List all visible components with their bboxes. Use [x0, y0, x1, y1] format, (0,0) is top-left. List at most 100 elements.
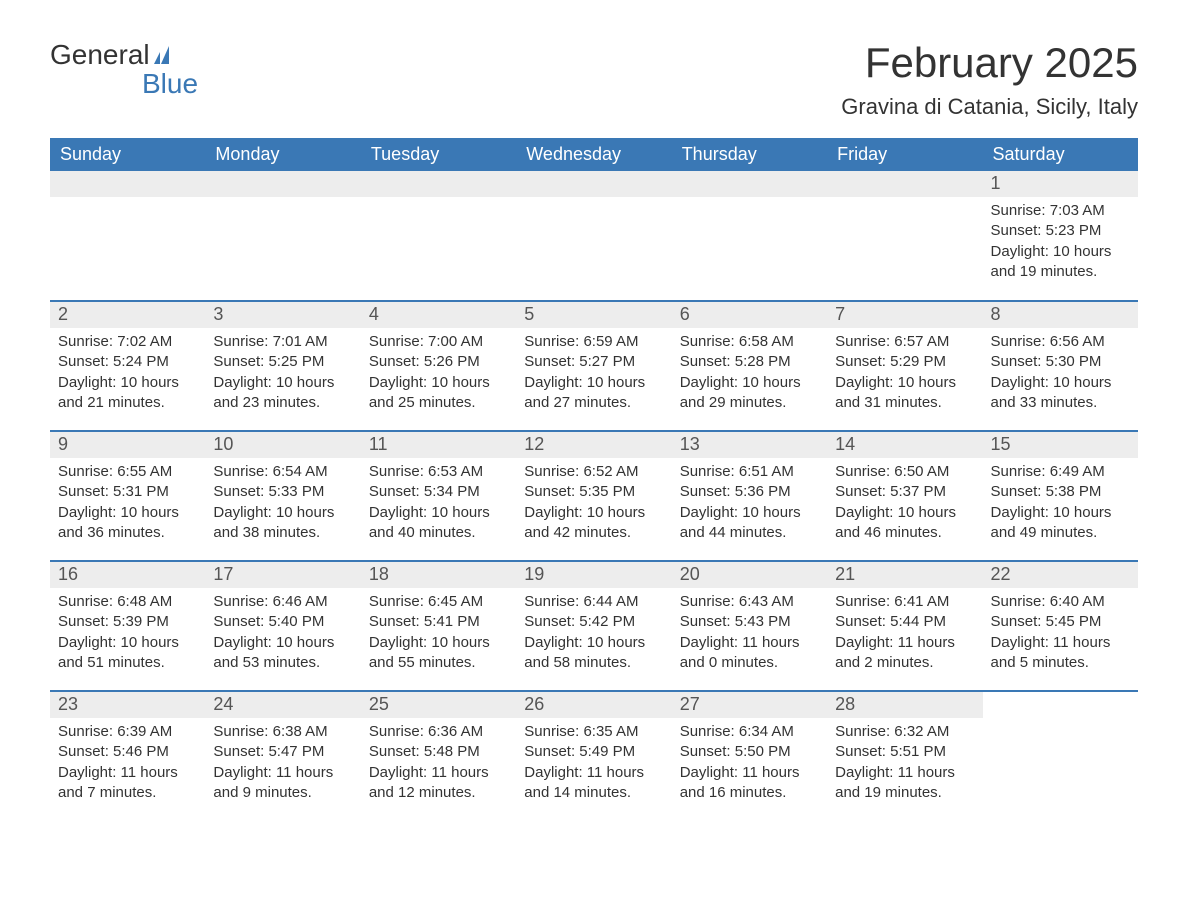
day-number: 8: [983, 302, 1138, 328]
daylight-line: Daylight: 10 hours and 53 minutes.: [213, 633, 352, 674]
sunset-line: Sunset: 5:44 PM: [835, 612, 974, 632]
daylight-line: Daylight: 10 hours and 58 minutes.: [524, 633, 663, 674]
sunrise-line: Sunrise: 6:54 AM: [213, 462, 352, 482]
day-number: 25: [361, 692, 516, 718]
sunrise-line: Sunrise: 6:45 AM: [369, 592, 508, 612]
header: General Blue February 2025 Gravina di Ca…: [50, 40, 1138, 120]
day-number: 17: [205, 562, 360, 588]
day-number: [672, 171, 827, 197]
calendar-week-row: 1 Sunrise: 7:03 AMSunset: 5:23 PMDaylight…: [50, 171, 1138, 301]
sunset-line: Sunset: 5:34 PM: [369, 482, 508, 502]
calendar-day-cell: 21Sunrise: 6:41 AMSunset: 5:44 PMDayligh…: [827, 561, 982, 691]
sunrise-line: Sunrise: 6:43 AM: [680, 592, 819, 612]
day-body: Sunrise: 6:56 AMSunset: 5:30 PMDaylight:…: [983, 328, 1138, 423]
calendar-day-cell: 10 Sunrise: 6:54 AMSunset: 5:33 PMDayligh…: [205, 431, 360, 561]
daylight-line: Daylight: 10 hours and 38 minutes.: [213, 503, 352, 544]
day-body: Sunrise: 6:51 AMSunset: 5:36 PMDaylight:…: [672, 458, 827, 553]
sunset-line: Sunset: 5:45 PM: [991, 612, 1130, 632]
day-number: 27: [672, 692, 827, 718]
location: Gravina di Catania, Sicily, Italy: [841, 94, 1138, 120]
calendar-day-cell: 25Sunrise: 6:36 AMSunset: 5:48 PMDayligh…: [361, 691, 516, 821]
calendar-day-cell: 19Sunrise: 6:44 AMSunset: 5:42 PMDayligh…: [516, 561, 671, 691]
daylight-line: Daylight: 10 hours and 29 minutes.: [680, 373, 819, 414]
sunset-line: Sunset: 5:36 PM: [680, 482, 819, 502]
daylight-line: Daylight: 11 hours and 5 minutes.: [991, 633, 1130, 674]
day-body: Sunrise: 7:01 AMSunset: 5:25 PMDaylight:…: [205, 328, 360, 423]
daylight-line: Daylight: 10 hours and 36 minutes.: [58, 503, 197, 544]
sunset-line: Sunset: 5:27 PM: [524, 352, 663, 372]
brand-word-1: General: [50, 40, 150, 69]
daylight-line: Daylight: 10 hours and 42 minutes.: [524, 503, 663, 544]
weekday-header: Saturday: [983, 138, 1138, 171]
daylight-line: Daylight: 10 hours and 55 minutes.: [369, 633, 508, 674]
daylight-line: Daylight: 10 hours and 19 minutes.: [991, 242, 1130, 283]
sunrise-line: Sunrise: 6:59 AM: [524, 332, 663, 352]
day-number: 10: [205, 432, 360, 458]
day-body: Sunrise: 7:02 AMSunset: 5:24 PMDaylight:…: [50, 328, 205, 423]
daylight-line: Daylight: 11 hours and 0 minutes.: [680, 633, 819, 674]
sunrise-line: Sunrise: 6:57 AM: [835, 332, 974, 352]
calendar-day-cell: 13Sunrise: 6:51 AMSunset: 5:36 PMDayligh…: [672, 431, 827, 561]
brand-flags-icon: [154, 46, 169, 64]
daylight-line: Daylight: 10 hours and 23 minutes.: [213, 373, 352, 414]
sunrise-line: Sunrise: 6:58 AM: [680, 332, 819, 352]
sunrise-line: Sunrise: 7:02 AM: [58, 332, 197, 352]
calendar-day-cell: 1 Sunrise: 7:03 AMSunset: 5:23 PMDaylight…: [983, 171, 1138, 301]
sunset-line: Sunset: 5:40 PM: [213, 612, 352, 632]
calendar-day-cell: 8Sunrise: 6:56 AMSunset: 5:30 PMDaylight…: [983, 301, 1138, 431]
sunrise-line: Sunrise: 6:44 AM: [524, 592, 663, 612]
calendar-day-cell: 17Sunrise: 6:46 AMSunset: 5:40 PMDayligh…: [205, 561, 360, 691]
daylight-line: Daylight: 10 hours and 49 minutes.: [991, 503, 1130, 544]
calendar-day-cell: 20Sunrise: 6:43 AMSunset: 5:43 PMDayligh…: [672, 561, 827, 691]
day-body: Sunrise: 6:34 AMSunset: 5:50 PMDaylight:…: [672, 718, 827, 813]
day-body: Sunrise: 6:59 AMSunset: 5:27 PMDaylight:…: [516, 328, 671, 423]
calendar-day-cell: 28Sunrise: 6:32 AMSunset: 5:51 PMDayligh…: [827, 691, 982, 821]
calendar-day-cell: 24Sunrise: 6:38 AMSunset: 5:47 PMDayligh…: [205, 691, 360, 821]
sunrise-line: Sunrise: 6:56 AM: [991, 332, 1130, 352]
day-body: [827, 197, 982, 211]
sunrise-line: Sunrise: 6:53 AM: [369, 462, 508, 482]
day-body: Sunrise: 7:00 AMSunset: 5:26 PMDaylight:…: [361, 328, 516, 423]
calendar-day-cell: 5Sunrise: 6:59 AMSunset: 5:27 PMDaylight…: [516, 301, 671, 431]
daylight-line: Daylight: 10 hours and 46 minutes.: [835, 503, 974, 544]
sunset-line: Sunset: 5:25 PM: [213, 352, 352, 372]
calendar-day-cell: 11Sunrise: 6:53 AMSunset: 5:34 PMDayligh…: [361, 431, 516, 561]
sunset-line: Sunset: 5:28 PM: [680, 352, 819, 372]
day-number: 1: [983, 171, 1138, 197]
weekday-header: Friday: [827, 138, 982, 171]
calendar-week-row: 9Sunrise: 6:55 AMSunset: 5:31 PMDaylight…: [50, 431, 1138, 561]
sunrise-line: Sunrise: 7:03 AM: [991, 201, 1130, 221]
day-number: 11: [361, 432, 516, 458]
day-number: [205, 171, 360, 197]
sunset-line: Sunset: 5:23 PM: [991, 221, 1130, 241]
sunset-line: Sunset: 5:33 PM: [213, 482, 352, 502]
weekday-header: Tuesday: [361, 138, 516, 171]
daylight-line: Daylight: 10 hours and 27 minutes.: [524, 373, 663, 414]
weekday-header: Monday: [205, 138, 360, 171]
sunset-line: Sunset: 5:38 PM: [991, 482, 1130, 502]
day-number: [983, 692, 1138, 718]
calendar-day-cell: [827, 171, 982, 301]
day-body: Sunrise: 6:35 AMSunset: 5:49 PMDaylight:…: [516, 718, 671, 813]
sunrise-line: Sunrise: 7:00 AM: [369, 332, 508, 352]
sunset-line: Sunset: 5:35 PM: [524, 482, 663, 502]
day-body: Sunrise: 6:55 AMSunset: 5:31 PMDaylight:…: [50, 458, 205, 553]
weekday-header: Wednesday: [516, 138, 671, 171]
day-number: 24: [205, 692, 360, 718]
weekday-header-row: Sunday Monday Tuesday Wednesday Thursday…: [50, 138, 1138, 171]
calendar-day-cell: 14Sunrise: 6:50 AMSunset: 5:37 PMDayligh…: [827, 431, 982, 561]
day-body: [361, 197, 516, 211]
sunset-line: Sunset: 5:31 PM: [58, 482, 197, 502]
day-number: 4: [361, 302, 516, 328]
calendar-day-cell: 6Sunrise: 6:58 AMSunset: 5:28 PMDaylight…: [672, 301, 827, 431]
sunrise-line: Sunrise: 6:39 AM: [58, 722, 197, 742]
sunrise-line: Sunrise: 6:34 AM: [680, 722, 819, 742]
sunrise-line: Sunrise: 7:01 AM: [213, 332, 352, 352]
day-number: 23: [50, 692, 205, 718]
day-body: Sunrise: 6:45 AMSunset: 5:41 PMDaylight:…: [361, 588, 516, 683]
day-number: 5: [516, 302, 671, 328]
daylight-line: Daylight: 11 hours and 9 minutes.: [213, 763, 352, 804]
day-number: 18: [361, 562, 516, 588]
day-number: 16: [50, 562, 205, 588]
brand-word-2: Blue: [50, 69, 198, 98]
